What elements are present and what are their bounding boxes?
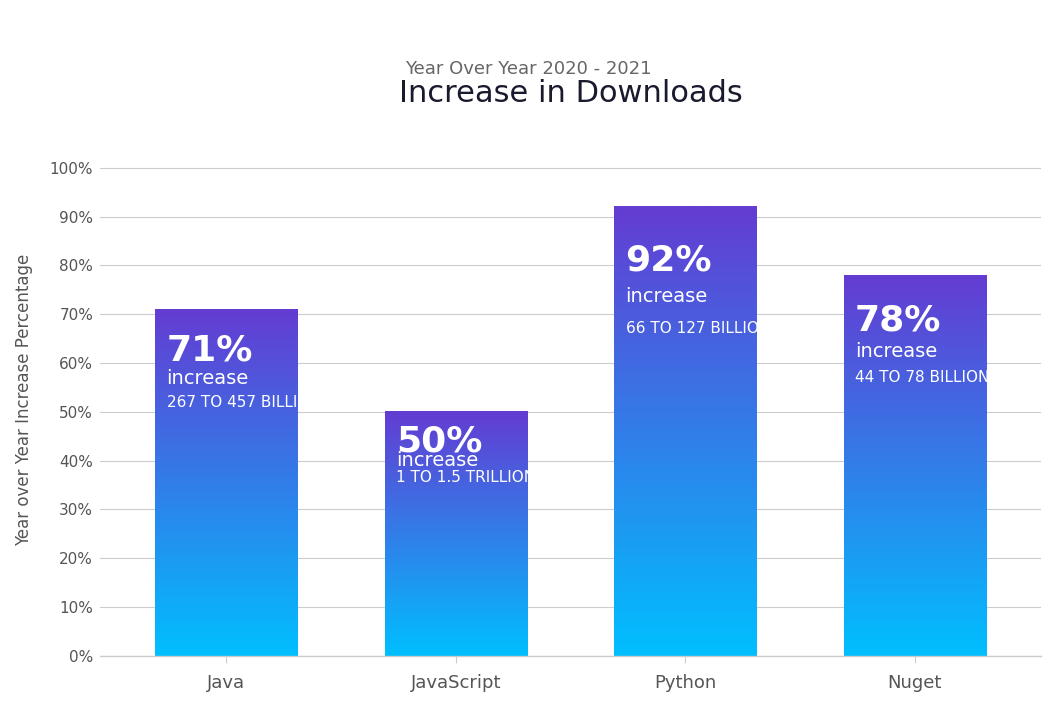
Text: 92%: 92% <box>625 244 712 278</box>
Text: 44 TO 78 BILLION: 44 TO 78 BILLION <box>855 370 989 385</box>
Text: 267 TO 457 BILLION: 267 TO 457 BILLION <box>167 395 320 410</box>
Text: increase: increase <box>625 287 708 306</box>
Text: increase: increase <box>167 369 249 388</box>
Text: Year Over Year 2020 - 2021: Year Over Year 2020 - 2021 <box>404 60 652 78</box>
Text: 71%: 71% <box>167 334 253 368</box>
Text: 50%: 50% <box>396 424 483 458</box>
Text: 66 TO 127 BILLION: 66 TO 127 BILLION <box>625 320 770 336</box>
Text: 78%: 78% <box>855 304 941 338</box>
Text: increase: increase <box>396 451 478 470</box>
Text: increase: increase <box>855 341 938 361</box>
Y-axis label: Year over Year Increase Percentage: Year over Year Increase Percentage <box>15 254 33 546</box>
Text: 1 TO 1.5 TRILLION: 1 TO 1.5 TRILLION <box>396 470 535 485</box>
Title: Increase in Downloads: Increase in Downloads <box>399 78 742 107</box>
